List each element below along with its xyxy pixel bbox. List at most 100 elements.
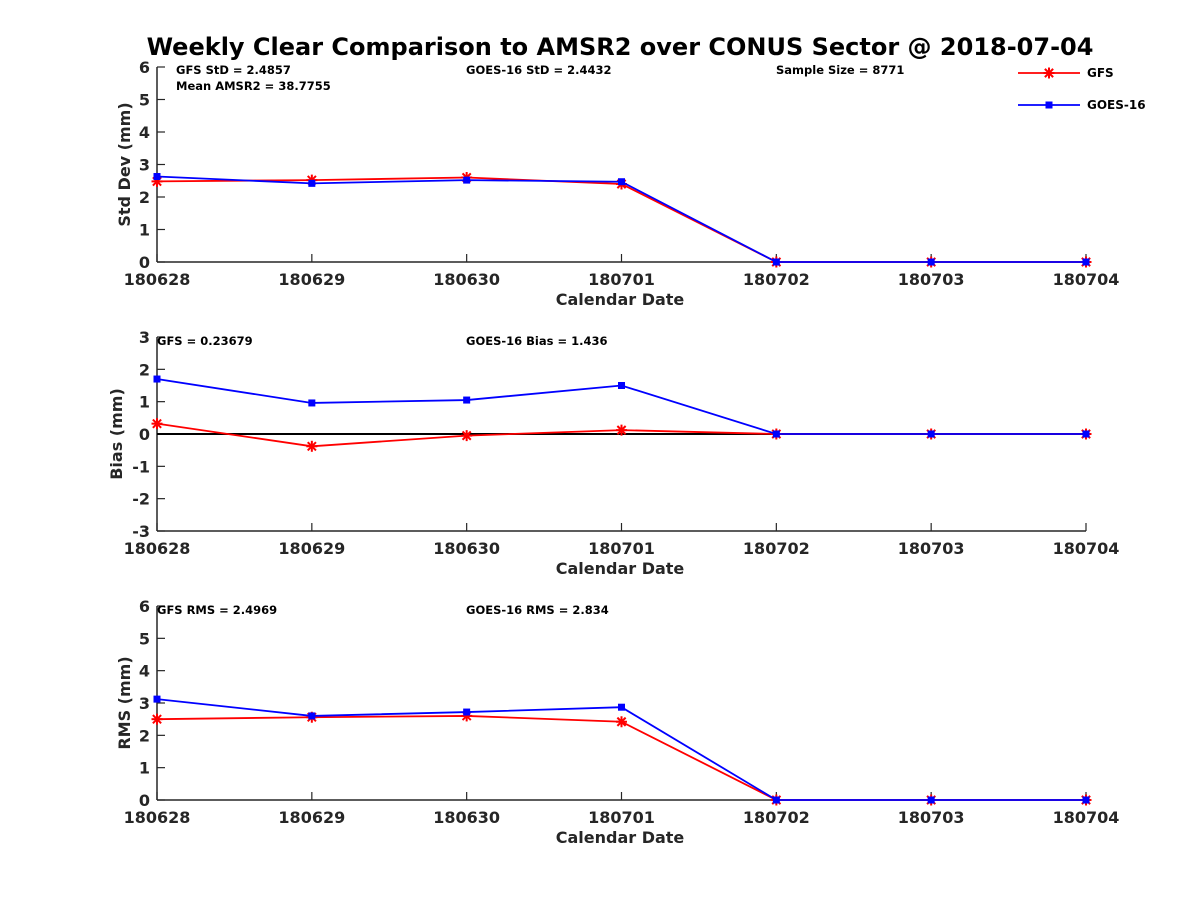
y-tick-label: 2 xyxy=(139,360,150,379)
data-point xyxy=(308,179,316,187)
y-tick-label: 0 xyxy=(139,253,150,272)
legend: GFS GOES-16 xyxy=(1018,66,1146,112)
y-tick-label: 1 xyxy=(139,759,150,778)
stat-annotation: GFS StD = 2.4857 xyxy=(176,63,291,77)
data-point xyxy=(927,430,935,438)
y-tick-label: 0 xyxy=(139,791,150,810)
stat-annotation: GFS RMS = 2.4969 xyxy=(157,603,277,617)
data-point xyxy=(618,178,625,186)
data-point xyxy=(1082,796,1090,804)
data-point xyxy=(153,375,161,383)
data-point xyxy=(308,712,316,720)
legend-item-goes-16: GOES-16 xyxy=(1018,98,1146,112)
legend-label: GFS xyxy=(1087,66,1114,80)
data-point xyxy=(463,708,471,716)
x-axis-label: Calendar Date xyxy=(556,290,685,309)
y-tick-label: 2 xyxy=(139,726,150,745)
legend-item-gfs: GFS xyxy=(1018,66,1114,80)
data-point xyxy=(1082,258,1090,266)
y-axis-label: RMS (mm) xyxy=(115,656,134,749)
x-tick-label: 180629 xyxy=(278,808,345,827)
legend-marker xyxy=(1043,67,1055,79)
x-tick-label: 180629 xyxy=(278,539,345,558)
y-tick-label: 1 xyxy=(139,393,150,412)
x-tick-label: 180701 xyxy=(588,270,655,289)
series-line xyxy=(156,715,1086,801)
data-point xyxy=(153,695,161,703)
y-tick-label: 0 xyxy=(139,425,150,444)
y-tick-label: 1 xyxy=(139,221,150,240)
y-tick-label: 3 xyxy=(139,694,150,713)
data-point xyxy=(772,258,780,266)
x-tick-label: 180630 xyxy=(433,808,500,827)
series-gfs xyxy=(151,710,1092,806)
data-point xyxy=(306,440,318,452)
y-tick-label: -2 xyxy=(132,490,150,509)
x-tick-label: 180704 xyxy=(1053,539,1120,558)
y-axis-label: Bias (mm) xyxy=(107,388,126,480)
y-tick-label: 3 xyxy=(139,328,150,347)
x-tick-label: 180704 xyxy=(1053,808,1120,827)
series-line xyxy=(156,698,1086,801)
x-tick-label: 180703 xyxy=(898,270,965,289)
data-point xyxy=(463,176,471,184)
data-point xyxy=(772,796,780,804)
y-tick-label: 6 xyxy=(139,58,150,77)
data-point xyxy=(616,716,627,728)
x-tick-label: 180628 xyxy=(124,270,191,289)
legend-marker xyxy=(1045,101,1053,109)
chart-panel-3: 0 1 2 3 4 5 6 180628 180629 180630 180701 180702 180… xyxy=(115,597,1119,847)
x-tick-label: 180702 xyxy=(743,539,810,558)
series-goes-16 xyxy=(153,695,1090,804)
series-goes-16 xyxy=(153,375,1090,438)
y-tick-label: 2 xyxy=(139,188,150,207)
x-tick-label: 180701 xyxy=(588,539,655,558)
y-tick-label: 6 xyxy=(139,597,150,616)
x-tick-label: 180629 xyxy=(278,270,345,289)
x-tick-label: 180701 xyxy=(588,808,655,827)
data-point xyxy=(927,258,935,266)
x-tick-label: 180702 xyxy=(743,270,810,289)
stat-annotation: GOES-16 RMS = 2.834 xyxy=(466,603,609,617)
y-axis-label: Std Dev (mm) xyxy=(115,102,134,226)
y-tick-label: -3 xyxy=(132,522,150,541)
data-point xyxy=(618,703,625,711)
y-tick-label: 5 xyxy=(139,91,150,110)
stat-annotation: Sample Size = 8771 xyxy=(776,63,904,77)
x-tick-label: 180630 xyxy=(433,539,500,558)
x-axis-label: Calendar Date xyxy=(556,559,685,578)
data-point xyxy=(616,424,627,436)
data-point xyxy=(463,396,471,404)
data-point xyxy=(618,382,625,389)
x-axis-label: Calendar Date xyxy=(556,828,685,847)
y-tick-label: 4 xyxy=(139,662,150,681)
data-point xyxy=(927,796,935,804)
x-tick-label: 180704 xyxy=(1053,270,1120,289)
stat-annotation: Mean AMSR2 = 38.7755 xyxy=(176,79,331,93)
chart-panel-2: -3 -2 -1 0 1 2 3 180628 180629 180630 180701 180702… xyxy=(107,328,1119,578)
stat-annotation: GOES-16 StD = 2.4432 xyxy=(466,63,611,77)
series-line xyxy=(156,176,1086,263)
data-point xyxy=(772,430,780,438)
y-tick-label: 3 xyxy=(139,156,150,175)
legend-label: GOES-16 xyxy=(1087,98,1146,112)
data-point xyxy=(151,418,163,430)
y-tick-label: 5 xyxy=(139,629,150,648)
x-tick-label: 180702 xyxy=(743,808,810,827)
data-point xyxy=(308,399,316,407)
x-tick-label: 180630 xyxy=(433,270,500,289)
x-tick-label: 180628 xyxy=(124,539,191,558)
y-tick-label: -1 xyxy=(132,457,150,476)
stat-annotation: GFS = 0.23679 xyxy=(157,334,253,348)
chart-panel-1: 0 1 2 3 4 5 6 180628 180629 180630 180701 180702 180… xyxy=(115,58,1119,309)
series-gfs xyxy=(151,172,1092,268)
x-tick-label: 180703 xyxy=(898,539,965,558)
data-point xyxy=(461,430,473,442)
stat-annotation: GOES-16 Bias = 1.436 xyxy=(466,334,607,348)
chart-panels: 0 1 2 3 4 5 6 180628 180629 180630 180701 180702 180… xyxy=(107,58,1119,847)
y-tick-label: 4 xyxy=(139,123,150,142)
x-tick-label: 180703 xyxy=(898,808,965,827)
chart-title: Weekly Clear Comparison to AMSR2 over CO… xyxy=(147,33,1094,61)
data-point xyxy=(1082,430,1090,438)
